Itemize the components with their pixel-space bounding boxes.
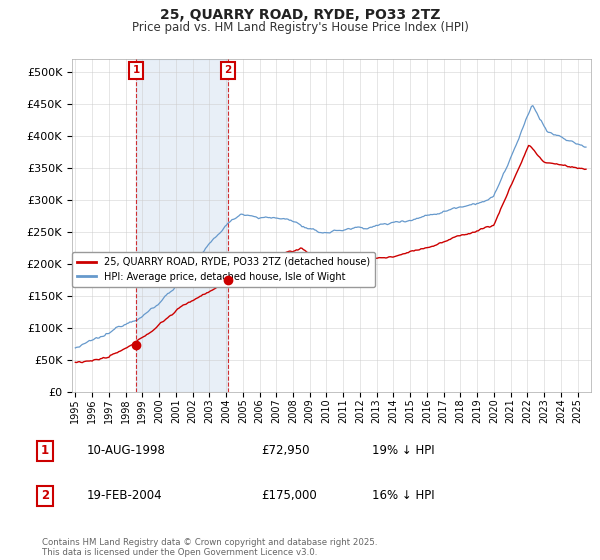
Text: 1: 1 [41,444,49,458]
Text: 2: 2 [224,66,232,76]
Text: 10-AUG-1998: 10-AUG-1998 [87,444,166,458]
Text: 16% ↓ HPI: 16% ↓ HPI [372,489,434,502]
Text: 19% ↓ HPI: 19% ↓ HPI [372,444,434,458]
Text: Contains HM Land Registry data © Crown copyright and database right 2025.
This d: Contains HM Land Registry data © Crown c… [42,538,377,557]
Text: 19-FEB-2004: 19-FEB-2004 [87,489,163,502]
Legend: 25, QUARRY ROAD, RYDE, PO33 2TZ (detached house), HPI: Average price, detached h: 25, QUARRY ROAD, RYDE, PO33 2TZ (detache… [72,252,375,287]
Text: 25, QUARRY ROAD, RYDE, PO33 2TZ: 25, QUARRY ROAD, RYDE, PO33 2TZ [160,8,440,22]
Bar [136,59,228,392]
Text: Price paid vs. HM Land Registry's House Price Index (HPI): Price paid vs. HM Land Registry's House … [131,21,469,34]
Text: 1: 1 [133,66,140,76]
Text: £175,000: £175,000 [261,489,317,502]
Text: 2: 2 [41,489,49,502]
Text: £72,950: £72,950 [261,444,310,458]
